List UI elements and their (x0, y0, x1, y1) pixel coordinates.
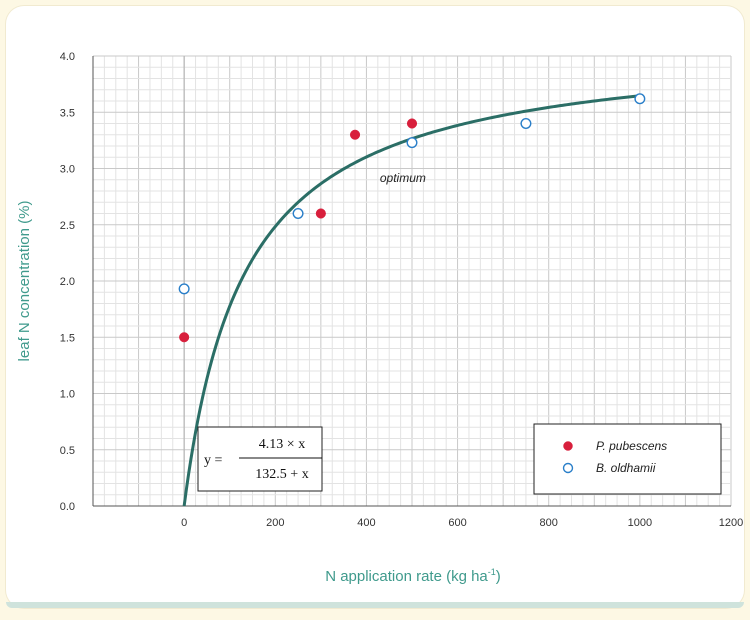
y-tick-label: 2.5 (60, 220, 75, 232)
equation-numerator: 4.13 × x (259, 437, 305, 452)
data-point-p-pubescens (349, 129, 361, 140)
legend-marker-p-pubescens (563, 441, 573, 451)
equation-box: y = 4.13 × x 132.5 + x (197, 426, 323, 492)
x-tick-label: 200 (266, 517, 284, 529)
scatter-chart: 0 200 400 600 800 1000 1200 0.0 0.5 1.0 1.5 2.0 2.5 3… (16, 51, 744, 585)
data-point-b-oldhamii (520, 117, 532, 129)
y-tick-label: 1.5 (60, 332, 75, 344)
equation-lhs: y = (204, 453, 223, 468)
data-points (178, 93, 646, 343)
x-tick-label: 600 (448, 517, 466, 529)
axes (92, 56, 731, 507)
y-tick-label: 3.5 (60, 107, 75, 119)
data-point-b-oldhamii (178, 283, 190, 295)
x-tick-label: 800 (540, 517, 558, 529)
y-tick-label: 3.0 (60, 164, 75, 176)
data-point-p-pubescens (179, 332, 190, 343)
legend: P. pubescens B. oldhamii (533, 423, 722, 495)
data-point-b-oldhamii (634, 93, 646, 105)
x-tick-label: 0 (181, 517, 187, 529)
y-tick-label: 0.5 (60, 445, 75, 457)
data-point-p-pubescens (406, 118, 418, 129)
tick-labels: 0 200 400 600 800 1000 1200 0.0 0.5 1.0 1.5 2.0 2.5 3… (60, 51, 744, 529)
chart-panel: 0 200 400 600 800 1000 1200 0.0 0.5 1.0 1.5 2.0 2.5 3… (6, 6, 744, 608)
y-tick-label: 4.0 (60, 51, 75, 63)
y-tick-label: 1.0 (60, 389, 75, 401)
legend-label-p-pubescens: P. pubescens (596, 439, 667, 453)
equation-denominator: 132.5 + x (255, 467, 308, 482)
data-point-p-pubescens (315, 208, 326, 219)
y-tick-label: 0.0 (60, 501, 75, 513)
data-point-b-oldhamii (406, 137, 418, 149)
legend-label-b-oldhamii: B. oldhamii (596, 461, 656, 475)
y-axis-title: leaf N concentration (%) (16, 201, 33, 362)
x-tick-label: 400 (357, 517, 375, 529)
x-tick-label: 1000 (628, 517, 652, 529)
x-tick-label: 1200 (719, 517, 743, 529)
annotation-optimum: optimum (380, 171, 426, 185)
legend-marker-b-oldhamii (562, 462, 574, 474)
y-tick-label: 2.0 (60, 276, 75, 288)
x-axis-title: N application rate (kg ha-1) (325, 567, 501, 585)
data-point-b-oldhamii (292, 207, 304, 219)
